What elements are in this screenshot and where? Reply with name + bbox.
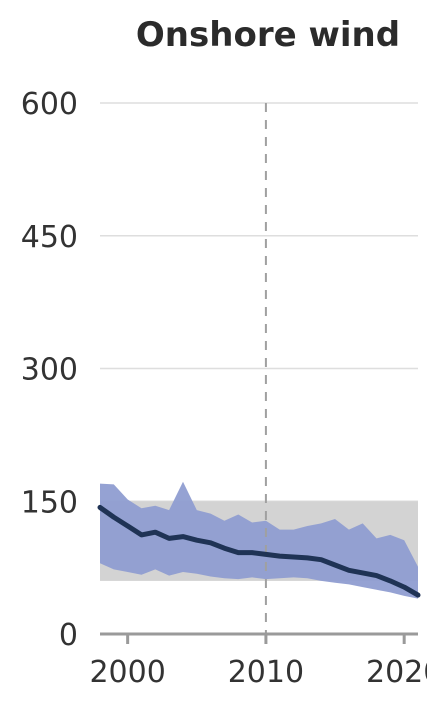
gridlines xyxy=(100,102,418,502)
y-tick-label-150: 150 xyxy=(21,485,78,520)
y-tick-label-300: 300 xyxy=(21,353,78,388)
x-tick-label-2020: 2020 xyxy=(366,655,427,690)
x-tick-label-2010: 2010 xyxy=(228,655,304,690)
x-axis xyxy=(100,632,418,644)
uncertainty-range xyxy=(100,481,418,599)
y-tick-label-0: 0 xyxy=(59,618,78,653)
x-tick-labels: 2000 2010 2020 xyxy=(89,655,427,690)
chart-title: Onshore wind xyxy=(136,15,400,55)
x-tick-label-2000: 2000 xyxy=(89,655,165,690)
y-tick-label-600: 600 xyxy=(21,87,78,122)
series-line-layer xyxy=(97,504,421,598)
y-tick-label-450: 450 xyxy=(21,220,78,255)
series-line xyxy=(97,504,421,598)
uncertainty-range-layer xyxy=(100,481,418,599)
y-tick-labels: 0 150 300 450 600 xyxy=(21,87,78,653)
